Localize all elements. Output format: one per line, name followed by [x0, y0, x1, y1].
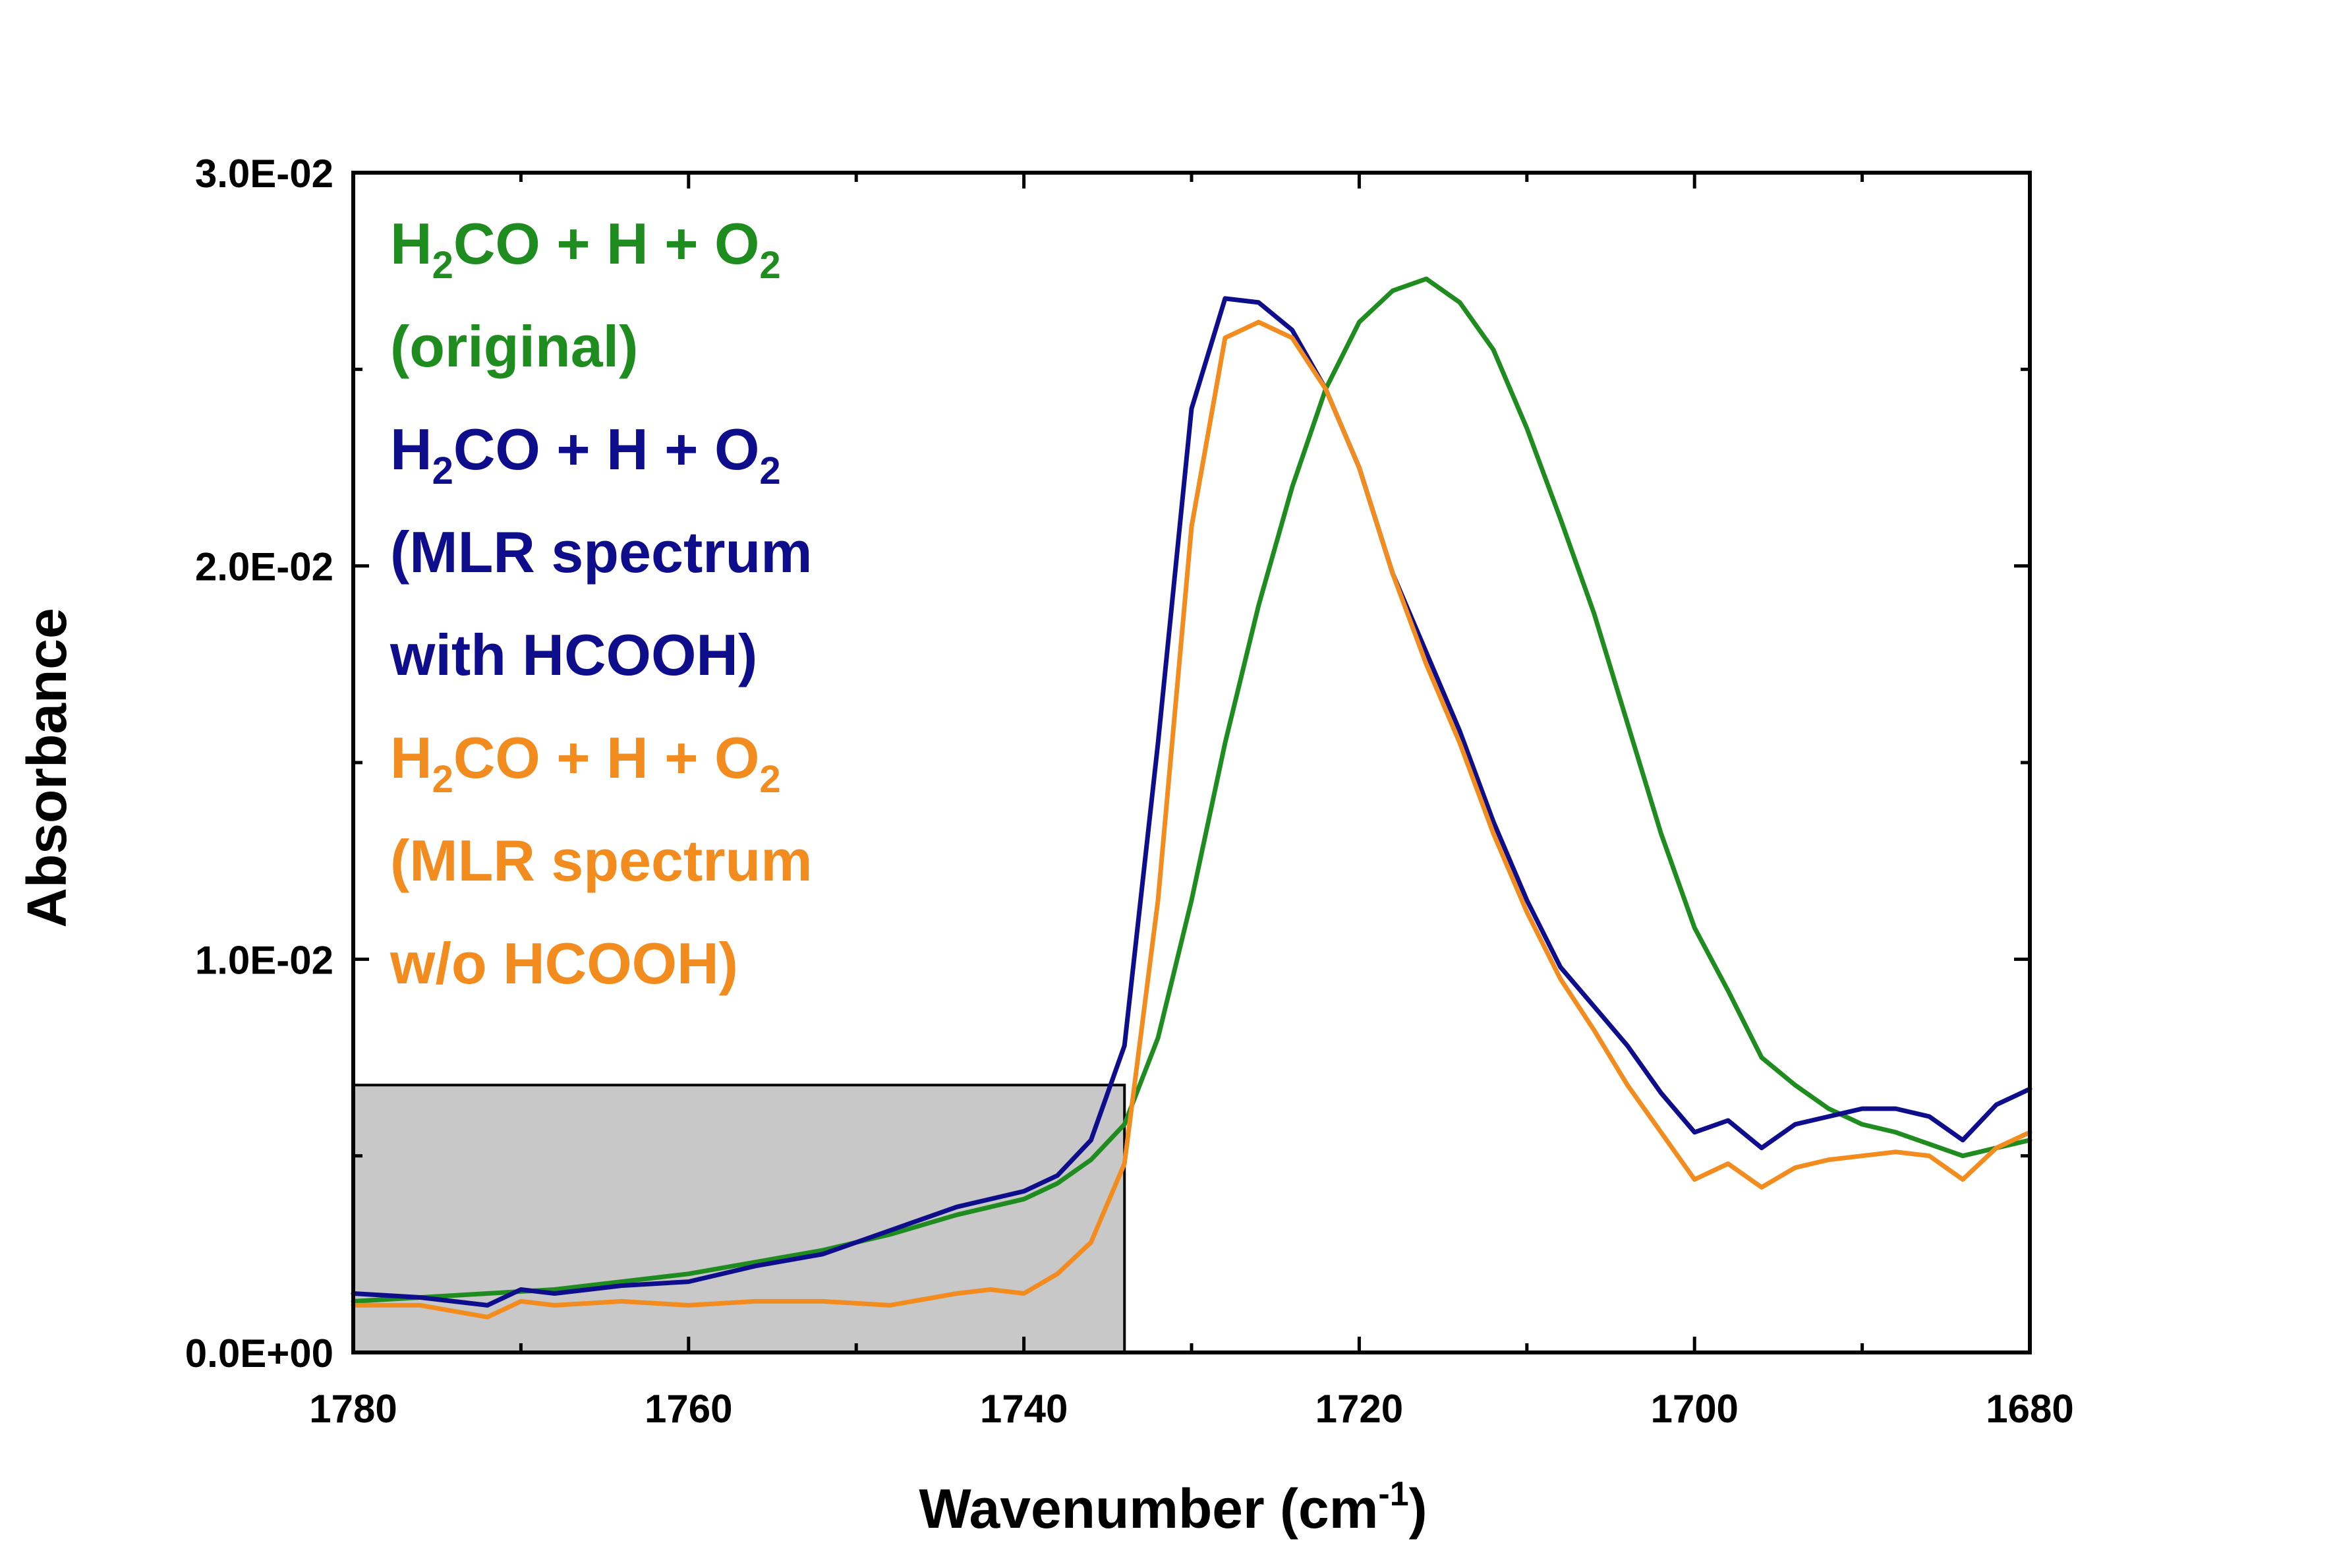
- x-tick-label: 1740: [980, 1387, 1068, 1431]
- legend-entry-3-line-2: w/o HCOOH): [389, 931, 738, 996]
- legend-entry-2-line-2: with HCOOH): [389, 622, 757, 687]
- legend-entry-1-formula: H2CO + H + O2: [390, 211, 781, 287]
- legend-entry-3-formula: H2CO + H + O2: [390, 725, 781, 801]
- y-tick-label: 2.0E-02: [195, 545, 333, 589]
- y-tick-label: 3.0E-02: [195, 152, 333, 196]
- y-tick-label: 0.0E+00: [185, 1331, 333, 1376]
- x-axis-title: Wavenumber (cm-1): [919, 1475, 1427, 1540]
- x-axis-title-sup: -1: [1378, 1475, 1408, 1513]
- x-tick-label: 1700: [1650, 1387, 1738, 1431]
- legend: H2CO + H + O2 (original) H2CO + H + O2 (MLR…: [389, 211, 813, 996]
- series-line-3: [351, 320, 2032, 1320]
- legend-entry-1-line-1: (original): [390, 314, 638, 379]
- legend-entry-2-formula: H2CO + H + O2: [390, 417, 781, 492]
- y-tick-label: 1.0E-02: [195, 938, 333, 982]
- series-line-1: [351, 276, 2032, 1304]
- highlight-region: [352, 1084, 1126, 1354]
- legend-entry-3-line-1: (MLR spectrum: [390, 828, 813, 893]
- y-axis-title: Absorbance: [16, 608, 78, 927]
- x-axis-title-main: Wavenumber (cm: [919, 1478, 1378, 1540]
- x-tick-label: 1780: [309, 1387, 397, 1431]
- x-axis-title-close: ): [1409, 1478, 1427, 1540]
- legend-entry-2-line-1: (MLR spectrum: [390, 519, 813, 585]
- x-tick-label: 1720: [1315, 1387, 1403, 1431]
- x-tick-label: 1760: [645, 1387, 732, 1431]
- x-tick-label: 1680: [1986, 1387, 2073, 1431]
- axes: 1780 1760 1740 1720 1700 1680 0.0E+00 1.0E-02 2.…: [185, 152, 2074, 1431]
- plot-area: [351, 276, 2032, 1354]
